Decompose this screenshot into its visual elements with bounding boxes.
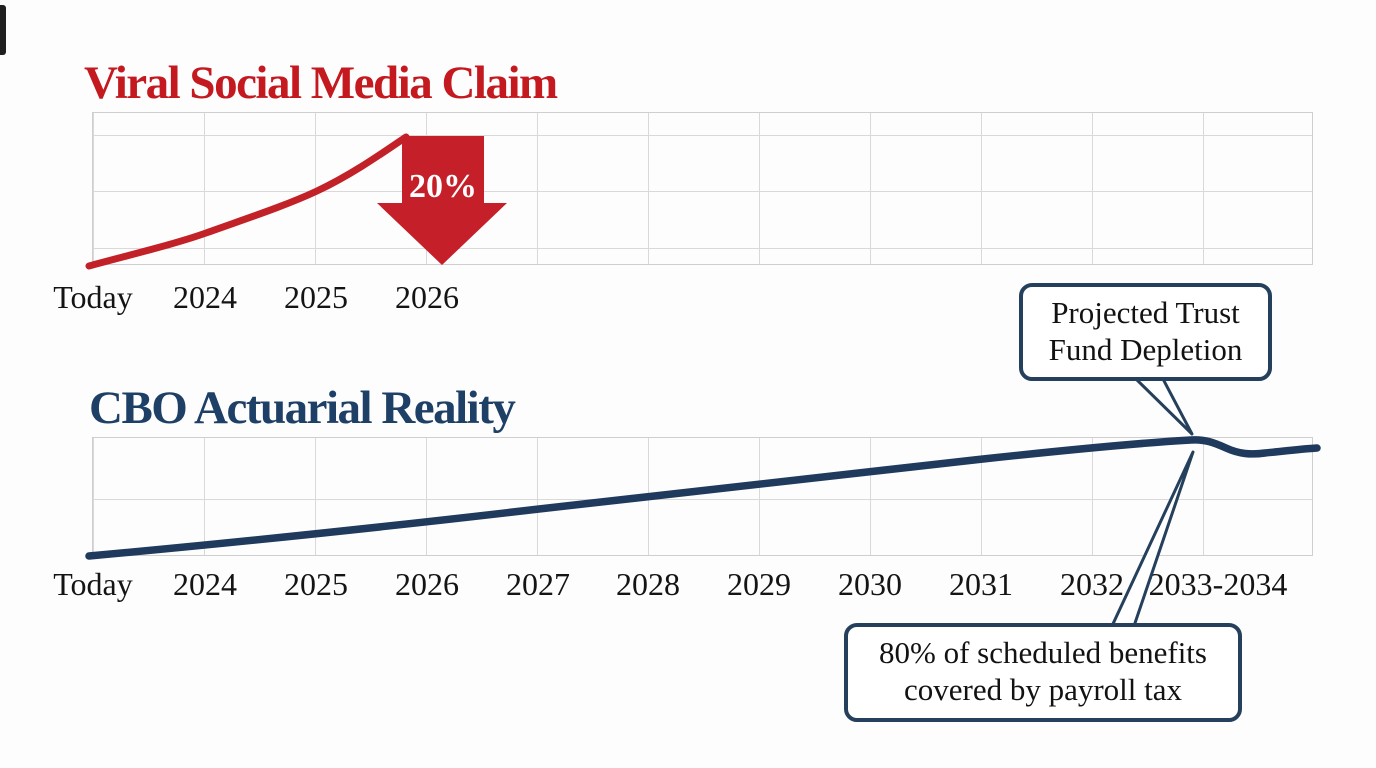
benefits-callout: 80% of scheduled benefits covered by pay… bbox=[844, 623, 1242, 722]
reality-x-label-2027: 2027 bbox=[506, 566, 570, 602]
claim-gridline-h1 bbox=[93, 135, 1312, 136]
reality-x-label-2025: 2025 bbox=[284, 566, 348, 602]
claim-x-label-2026: 2026 bbox=[395, 279, 459, 315]
claim-plot-area: 20% bbox=[85, 112, 1313, 270]
reality-plot-area bbox=[85, 436, 1321, 560]
reality-x-label-2029: 2029 bbox=[727, 566, 791, 602]
reality-line bbox=[85, 436, 1321, 560]
claim-x-label-2024: 2024 bbox=[173, 279, 237, 315]
reality-x-label-2030: 2030 bbox=[838, 566, 902, 602]
drop-arrow-label: 20% bbox=[409, 168, 477, 205]
reality-x-label-today: Today bbox=[53, 566, 133, 602]
depletion-callout-line1: Projected Trust bbox=[1051, 295, 1240, 330]
reality-gridline-h1 bbox=[93, 499, 1312, 500]
screen-edge-artifact bbox=[0, 5, 6, 55]
claim-line-chart bbox=[85, 133, 507, 270]
reality-x-label-2032: 2032 bbox=[1060, 566, 1124, 602]
reality-line-chart bbox=[85, 436, 1321, 560]
reality-chart-title: CBO Actuarial Reality bbox=[89, 382, 516, 434]
claim-gridline-h2 bbox=[93, 191, 1312, 192]
drop-arrow bbox=[377, 136, 507, 265]
reality-x-label-2026: 2026 bbox=[395, 566, 459, 602]
benefits-callout-line2: covered by payroll tax bbox=[903, 672, 1183, 707]
claim-gridline-h3 bbox=[93, 248, 1312, 249]
claim-x-label-2025: 2025 bbox=[284, 279, 348, 315]
depletion-callout: Projected Trust Fund Depletion bbox=[1019, 283, 1272, 381]
reality-x-label-2033-2034: 2033-2034 bbox=[1148, 566, 1288, 602]
claim-line bbox=[85, 133, 410, 270]
claim-chart-title: Viral Social Media Claim bbox=[84, 57, 558, 109]
claim-x-label-today: Today bbox=[53, 279, 133, 315]
depletion-callout-line2: Fund Depletion bbox=[1048, 332, 1243, 367]
depletion-callout-tail bbox=[1134, 377, 1194, 436]
benefits-callout-line1: 80% of scheduled benefits bbox=[879, 635, 1207, 670]
reality-x-label-2031: 2031 bbox=[949, 566, 1013, 602]
reality-x-label-2024: 2024 bbox=[173, 566, 237, 602]
reality-x-label-2028: 2028 bbox=[616, 566, 680, 602]
